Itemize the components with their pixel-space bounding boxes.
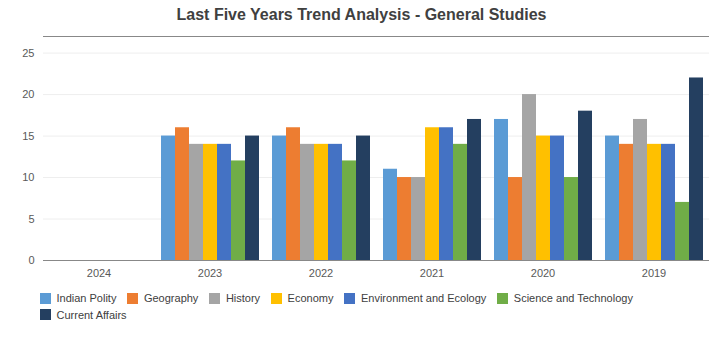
svg-text:10: 10	[22, 171, 34, 183]
svg-text:2023: 2023	[198, 267, 222, 279]
html-text:Geography: Geography	[143, 292, 199, 305]
svg-text:15: 15	[22, 130, 34, 142]
html-text:Indian Polity: Indian Polity	[56, 292, 117, 305]
html-text:Current Affairs: Current Affairs	[56, 308, 127, 321]
svg-text:2020: 2020	[531, 267, 555, 279]
html-text:History: History	[225, 292, 261, 305]
svg-text:5: 5	[28, 213, 34, 225]
svg-text:2022: 2022	[309, 267, 333, 279]
svg-text:25: 25	[22, 47, 34, 59]
svg-text:2019: 2019	[642, 267, 666, 279]
html-text:Science and Technology: Science and Technology	[513, 292, 633, 305]
svg-text:20: 20	[22, 88, 34, 100]
svg-text:0: 0	[28, 254, 34, 266]
html-text:Last Five Years Trend Analysis: Last Five Years Trend Analysis - General…	[176, 6, 547, 23]
html-text:Economy: Economy	[287, 292, 334, 305]
html-text:Environment and Ecology: Environment and Ecology	[361, 292, 487, 305]
svg-text:2024: 2024	[87, 267, 111, 279]
svg-text:2021: 2021	[420, 267, 444, 279]
